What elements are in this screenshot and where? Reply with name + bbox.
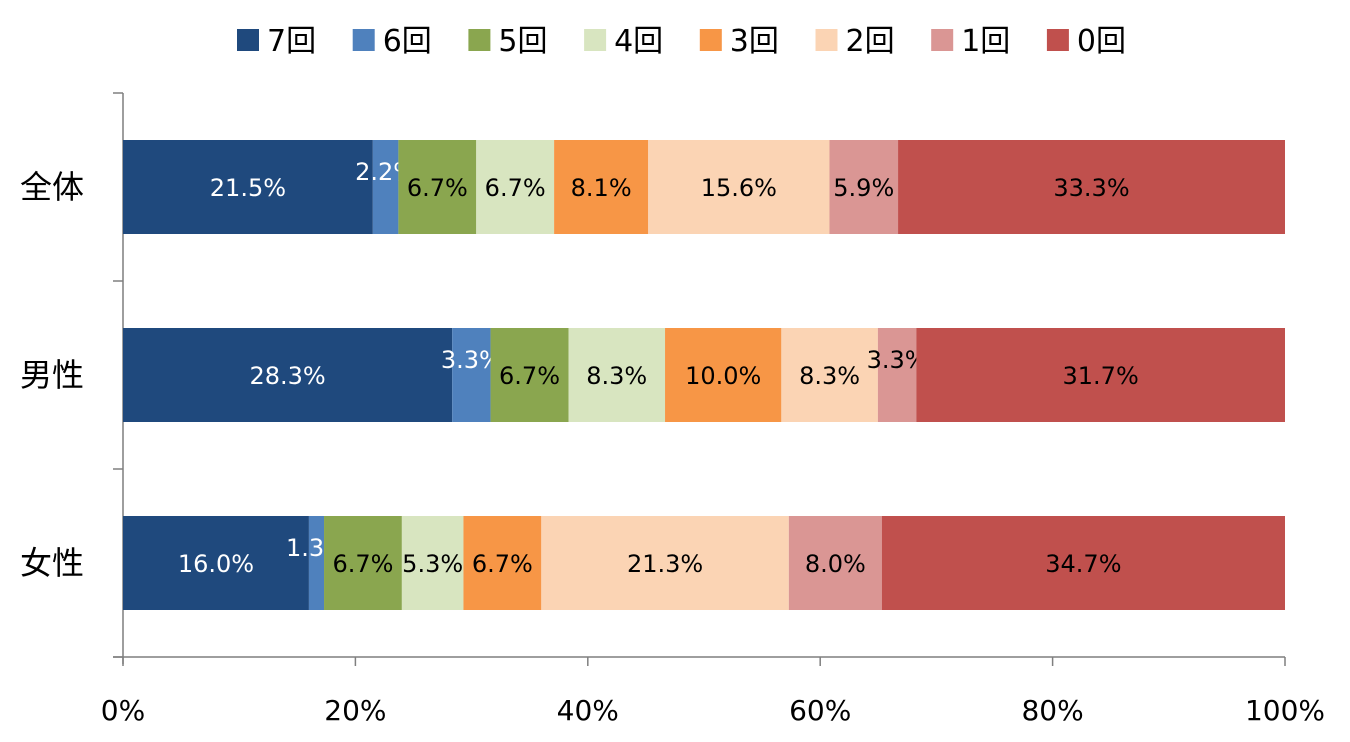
- bar-segment: [829, 140, 899, 234]
- bar-segment: [123, 328, 453, 422]
- legend-swatch: [931, 29, 954, 51]
- data-label: 8.1%: [571, 174, 632, 202]
- legend-item: 4回: [584, 24, 663, 59]
- legend-swatch: [1046, 29, 1069, 51]
- data-label: 34.7%: [1045, 550, 1121, 578]
- bar-segment: [490, 328, 569, 422]
- bar-segment: [123, 140, 373, 234]
- data-label: 5.3%: [402, 550, 463, 578]
- data-label: 31.7%: [1063, 362, 1139, 390]
- legend-swatch: [468, 29, 491, 51]
- legend-label: 4回: [614, 24, 663, 59]
- legend-item: 2回: [815, 24, 895, 59]
- x-tick-label: 0%: [101, 694, 145, 727]
- bar-row: 21.5%2.2%6.7% 6.7% 8.1% 15.6% 5.9% 33.3%: [123, 140, 1285, 234]
- bar-segment: [788, 516, 882, 610]
- legend-item: 1回: [931, 24, 1010, 59]
- x-tick-labels: 0% 20% 40% 60% 80% 100%: [101, 694, 1325, 727]
- legend-label: 6回: [383, 24, 432, 59]
- x-tick-label: 40%: [557, 694, 619, 727]
- bar-segment: [476, 140, 555, 234]
- bar-row: 28.3%3.3%6.7% 8.3% 10.0% 8.3%3.3%31.7%: [123, 328, 1285, 422]
- data-label: 6.7%: [499, 362, 560, 390]
- bar-segment: [648, 140, 830, 234]
- category-label: 女性: [20, 544, 84, 582]
- legend-label: 7回: [267, 24, 316, 59]
- data-label: 21.3%: [627, 550, 703, 578]
- category-label: 全体: [20, 168, 84, 206]
- data-label: 5.9%: [833, 174, 894, 202]
- bar-segment: [372, 140, 399, 234]
- data-label: 8.0%: [805, 550, 866, 578]
- bar-segment: [898, 140, 1285, 234]
- legend-swatch: [584, 29, 607, 51]
- bar-segment: [452, 328, 491, 422]
- bar-segment: [541, 516, 789, 610]
- data-label: 21.5%: [210, 174, 286, 202]
- legend-swatch: [699, 29, 722, 51]
- legend-label: 1回: [961, 24, 1010, 59]
- data-label: 6.7%: [407, 174, 468, 202]
- data-label: 15.6%: [701, 174, 777, 202]
- data-label: 6.7%: [485, 174, 546, 202]
- legend-item: 3回: [699, 24, 779, 59]
- legend: 7回 6回 5回 4回 3回 2回 1回 0回: [237, 24, 1126, 59]
- legend-label: 0回: [1077, 24, 1126, 59]
- bar-segment: [123, 516, 309, 610]
- bar-segment: [308, 516, 325, 610]
- data-label: 28.3%: [249, 362, 325, 390]
- bar-segment: [781, 328, 878, 422]
- legend-item: 7回: [237, 24, 316, 59]
- bar-segment: [401, 516, 464, 610]
- bar-segment: [463, 516, 542, 610]
- bar-segment: [568, 328, 666, 422]
- data-label: 8.3%: [586, 362, 647, 390]
- x-tick-label: 80%: [1021, 694, 1083, 727]
- legend-item: 5回: [468, 24, 547, 59]
- legend-label: 2回: [846, 24, 895, 59]
- x-tick-label: 100%: [1245, 694, 1325, 727]
- legend-swatch: [352, 29, 375, 51]
- bar-segment: [916, 328, 1285, 422]
- legend-label: 5回: [498, 24, 547, 59]
- bars: 21.5%2.2%6.7% 6.7% 8.1% 15.6% 5.9% 33.3%28.3%…: [123, 140, 1285, 610]
- data-label: 16.0%: [178, 550, 254, 578]
- data-label: 6.7%: [332, 550, 393, 578]
- data-label: 10.0%: [685, 362, 761, 390]
- bar-segment: [881, 516, 1285, 610]
- bar-segment: [877, 328, 917, 422]
- x-tick-label: 20%: [324, 694, 386, 727]
- category-label: 男性: [20, 356, 84, 394]
- legend-item: 0回: [1046, 24, 1126, 59]
- bar-segment: [665, 328, 782, 422]
- legend-label: 3回: [730, 24, 779, 59]
- data-label: 6.7%: [472, 550, 533, 578]
- data-label: 8.3%: [799, 362, 860, 390]
- data-label: 33.3%: [1053, 174, 1129, 202]
- bar-row: 16.0%1.3%6.7% 5.3% 6.7% 21.3% 8.0% 34.7%: [123, 516, 1285, 610]
- legend-item: 6回: [352, 24, 432, 59]
- legend-swatch: [237, 29, 259, 51]
- legend-swatch: [815, 29, 838, 51]
- bar-segment: [554, 140, 649, 234]
- bar-segment: [324, 516, 402, 610]
- x-tick-label: 60%: [789, 694, 851, 727]
- bar-segment: [398, 140, 477, 234]
